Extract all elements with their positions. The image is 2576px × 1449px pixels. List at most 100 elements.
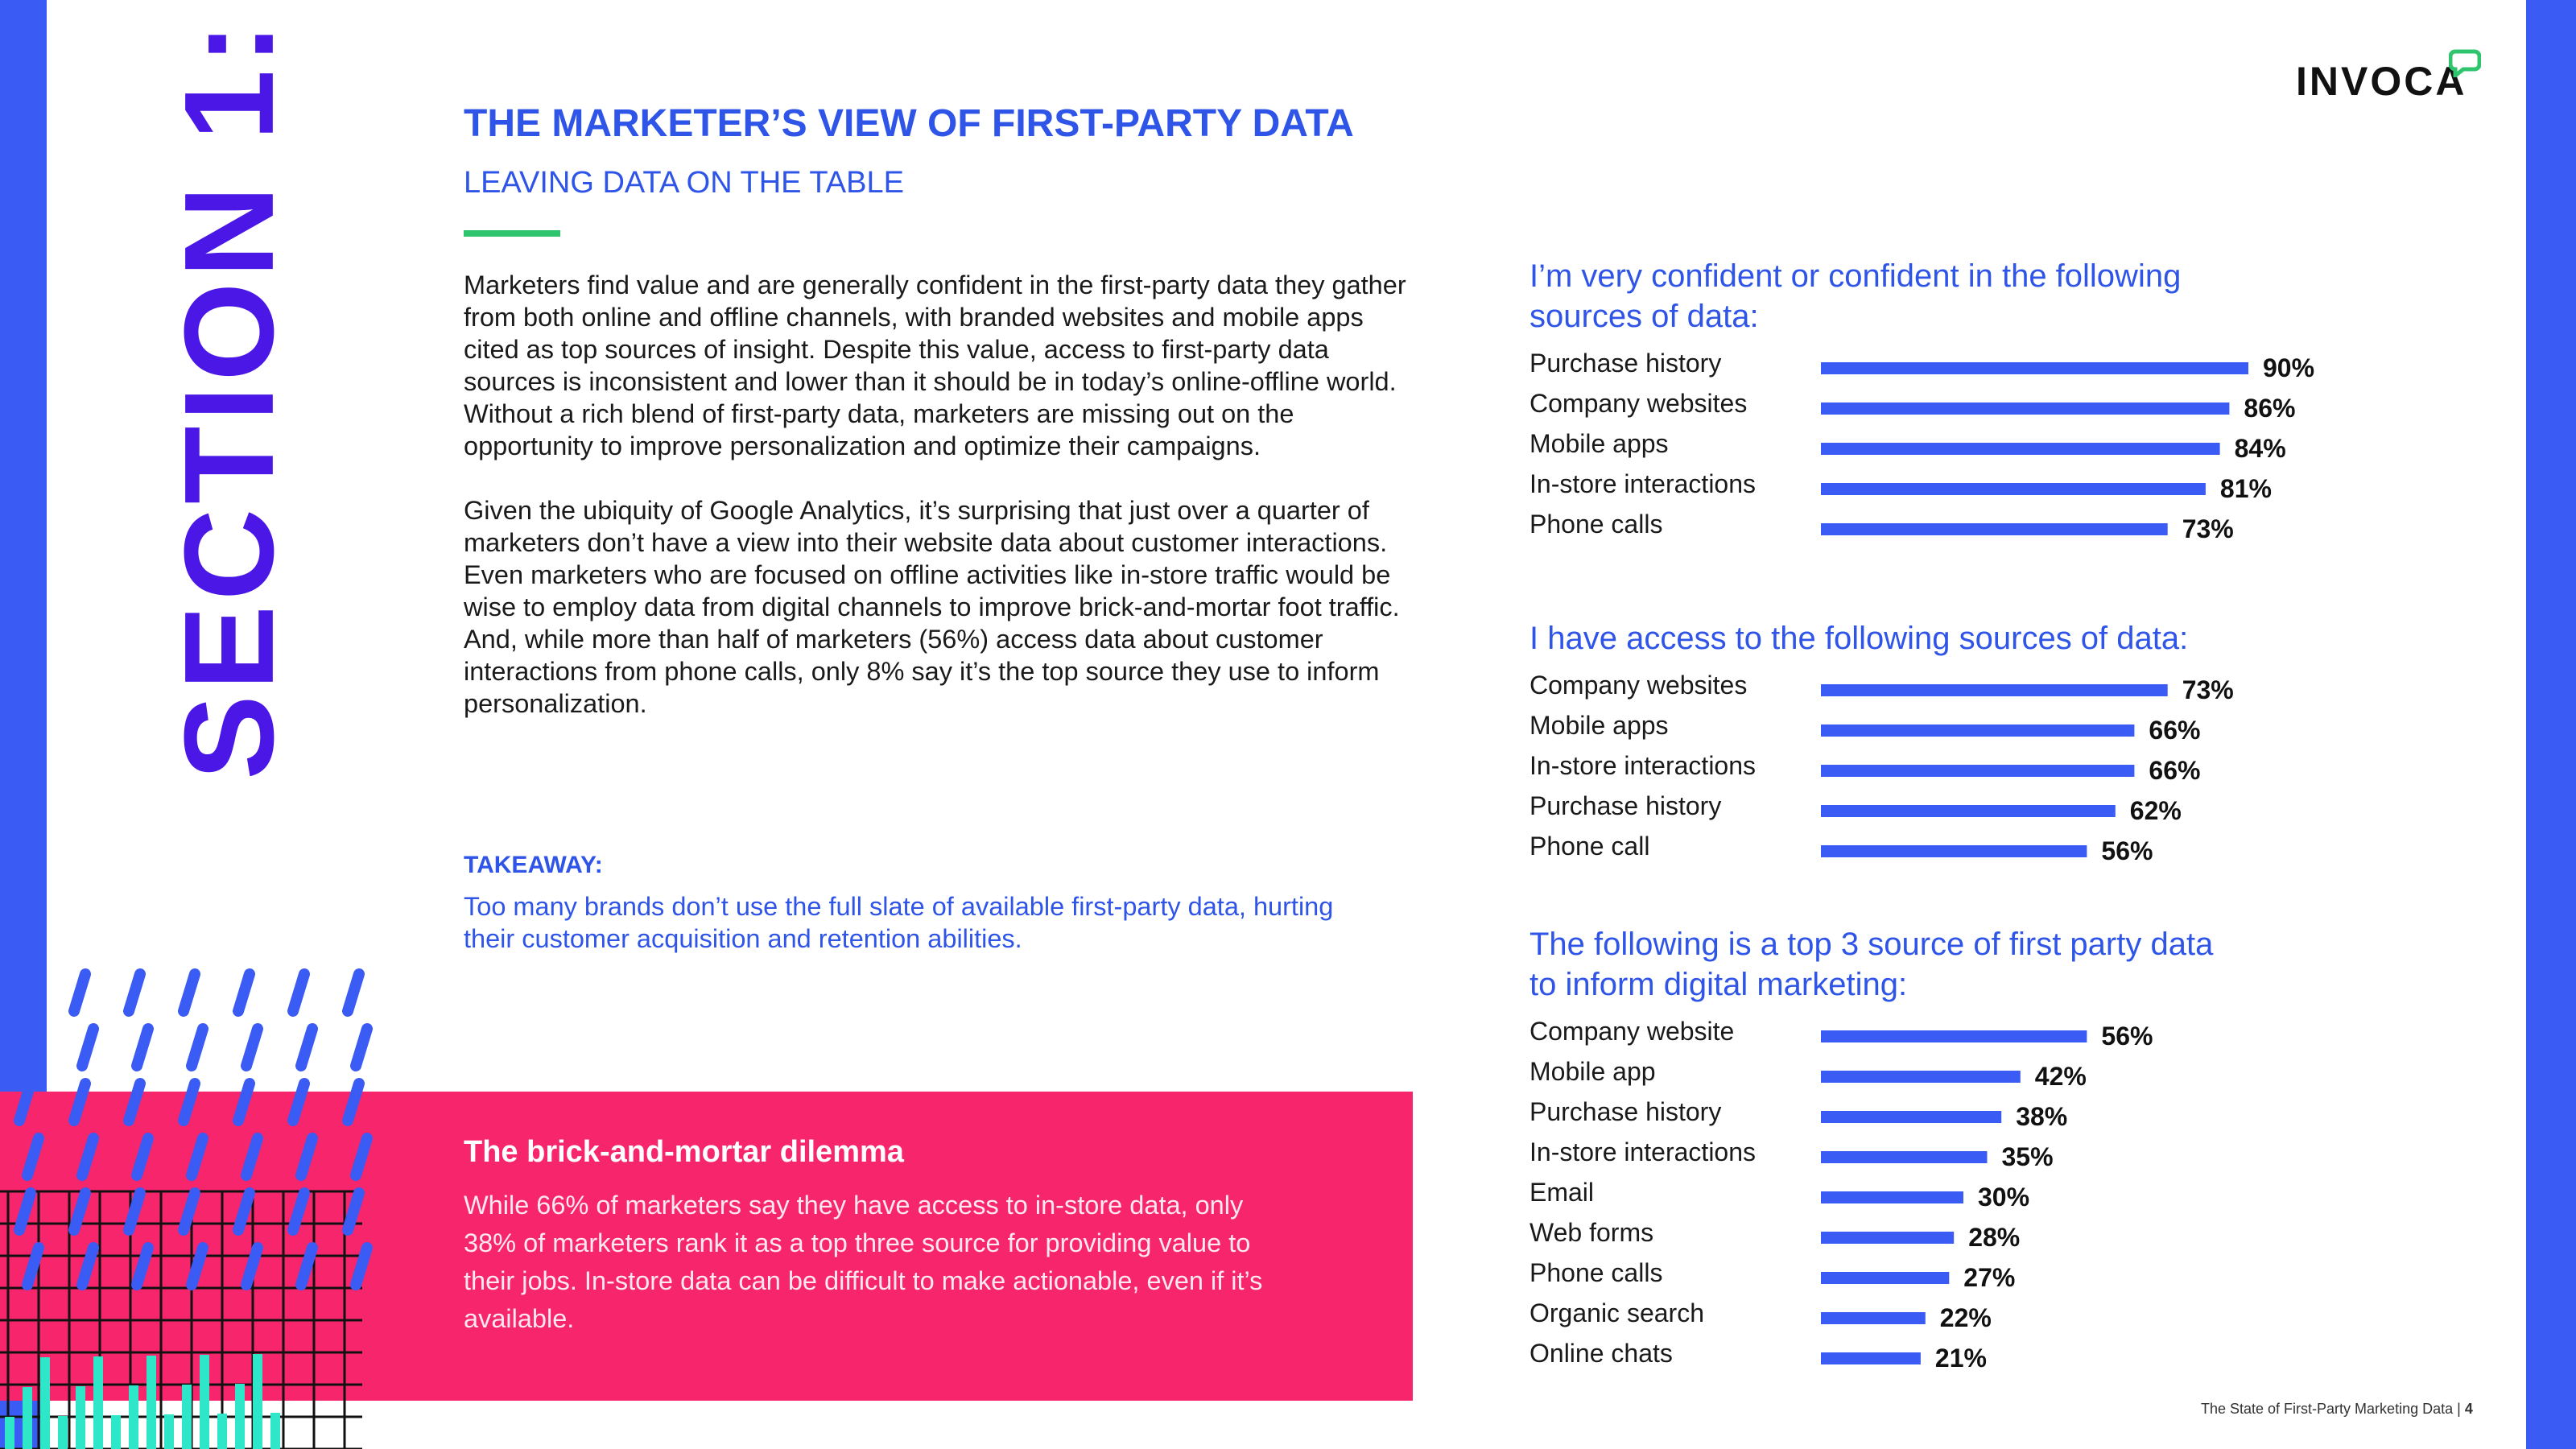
category-label: Phone call: [1530, 832, 1649, 861]
blue-dash: [186, 1133, 208, 1181]
teal-bar: [129, 1385, 138, 1449]
category-label: In-store interactions: [1530, 751, 1756, 780]
category-label: Phone calls: [1530, 510, 1662, 539]
logo-text: INVOCA: [2296, 59, 2467, 104]
bar: [1821, 1232, 1955, 1244]
section-label: SECTION 1:: [158, 17, 300, 780]
value-label: 81%: [2220, 474, 2272, 503]
blue-dash: [186, 1023, 208, 1071]
chart-title: I have access to the following sources o…: [1530, 621, 2188, 656]
teal-bar: [217, 1414, 227, 1449]
value-label: 27%: [1963, 1263, 2015, 1292]
category-label: Company websites: [1530, 671, 1747, 700]
bar: [1821, 1071, 2021, 1083]
teal-bar: [5, 1417, 14, 1449]
blue-dash: [241, 1023, 263, 1071]
bar: [1821, 845, 2087, 857]
value-label: 73%: [2182, 514, 2234, 543]
value-label: 28%: [1968, 1223, 2020, 1252]
blue-dash: [68, 1078, 91, 1126]
category-label: Web forms: [1530, 1218, 1653, 1247]
blue-dash: [350, 1242, 373, 1290]
blue-dash: [76, 1133, 99, 1181]
bar: [1821, 483, 2206, 495]
takeaway-text: Too many brands don’t use the full slate…: [464, 892, 1334, 953]
blue-dash: [14, 968, 36, 1017]
bar: [1821, 1030, 2087, 1042]
value-label: 66%: [2149, 756, 2200, 785]
accent-divider: [464, 230, 560, 237]
blue-dash: [76, 1242, 99, 1290]
blue-dash: [76, 1023, 99, 1071]
value-label: 22%: [1940, 1303, 1992, 1332]
bar: [1821, 805, 2116, 817]
category-label: Company websites: [1530, 389, 1747, 418]
value-label: 84%: [2235, 434, 2286, 463]
value-label: 21%: [1935, 1344, 1987, 1373]
blue-dash: [342, 968, 365, 1017]
blue-dash: [342, 1187, 365, 1236]
category-label: Mobile apps: [1530, 711, 1669, 740]
teal-bar: [58, 1416, 68, 1449]
blue-dash: [123, 1078, 146, 1126]
category-label: Email: [1530, 1178, 1594, 1207]
category-label: In-store interactions: [1530, 469, 1756, 498]
bar: [1821, 1272, 1950, 1284]
teal-bar: [270, 1413, 280, 1449]
blue-dash: [22, 1242, 44, 1290]
section-label-vertical: SECTION 1:: [159, 18, 300, 780]
teal-bar: [235, 1384, 245, 1449]
blue-dash: [68, 968, 91, 1017]
page-number: 4: [2464, 1401, 2473, 1417]
body-paragraph-2: Given the ubiquity of Google Analytics, …: [464, 496, 1400, 718]
callout-title: The brick-and-mortar dilemma: [464, 1135, 904, 1169]
bar: [1821, 1352, 1921, 1364]
category-label: Purchase history: [1530, 791, 1721, 820]
footer: The State of First-Party Marketing Data …: [2201, 1401, 2473, 1418]
teal-bar: [40, 1357, 50, 1449]
value-label: 35%: [2002, 1142, 2054, 1171]
blue-dash: [350, 1023, 373, 1071]
blue-dash: [68, 1187, 91, 1236]
blue-dash: [131, 1133, 154, 1181]
blue-dash: [178, 1187, 200, 1236]
value-label: 56%: [2101, 1022, 2153, 1051]
invoca-logo: INVOCA: [2296, 49, 2489, 109]
blue-dash: [241, 1242, 263, 1290]
blue-dash: [233, 1078, 255, 1126]
blue-dash: [342, 1078, 365, 1126]
value-label: 66%: [2149, 716, 2200, 745]
body-paragraph-1: Marketers find value and are generally c…: [464, 270, 1406, 460]
bar: [1821, 724, 2135, 737]
speech-bubble-icon: [2449, 49, 2481, 77]
blue-dash: [14, 1187, 36, 1236]
category-label: Mobile apps: [1530, 429, 1669, 458]
blue-dash: [123, 968, 146, 1017]
blue-dash: [350, 1133, 373, 1181]
blue-dash: [14, 1078, 36, 1126]
bar: [1821, 684, 2168, 696]
blue-dash: [295, 1242, 318, 1290]
blue-dash: [233, 968, 255, 1017]
blue-dash: [241, 1133, 263, 1181]
value-label: 38%: [2016, 1102, 2067, 1131]
bar-charts: I’m very confident or confident in the f…: [1530, 258, 2314, 1373]
footer-separator: |: [2457, 1401, 2465, 1417]
teal-bar: [182, 1385, 192, 1449]
value-label: 30%: [1978, 1183, 2029, 1212]
blue-dash: [22, 1023, 44, 1071]
value-label: 90%: [2263, 353, 2314, 382]
takeaway-label: TAKEAWAY:: [464, 852, 603, 878]
teal-bar: [76, 1386, 85, 1449]
callout-box: [0, 1092, 1413, 1401]
blue-dash: [178, 968, 200, 1017]
bar: [1821, 402, 2230, 415]
page-title: THE MARKETER’S VIEW OF FIRST-PARTY DATA: [464, 102, 1354, 145]
value-label: 56%: [2101, 836, 2153, 865]
blue-dash: [287, 1078, 310, 1126]
bar: [1821, 443, 2220, 455]
value-label: 62%: [2130, 796, 2182, 825]
blue-dash: [287, 1187, 310, 1236]
bar: [1821, 523, 2168, 535]
category-label: Purchase history: [1530, 349, 1721, 378]
